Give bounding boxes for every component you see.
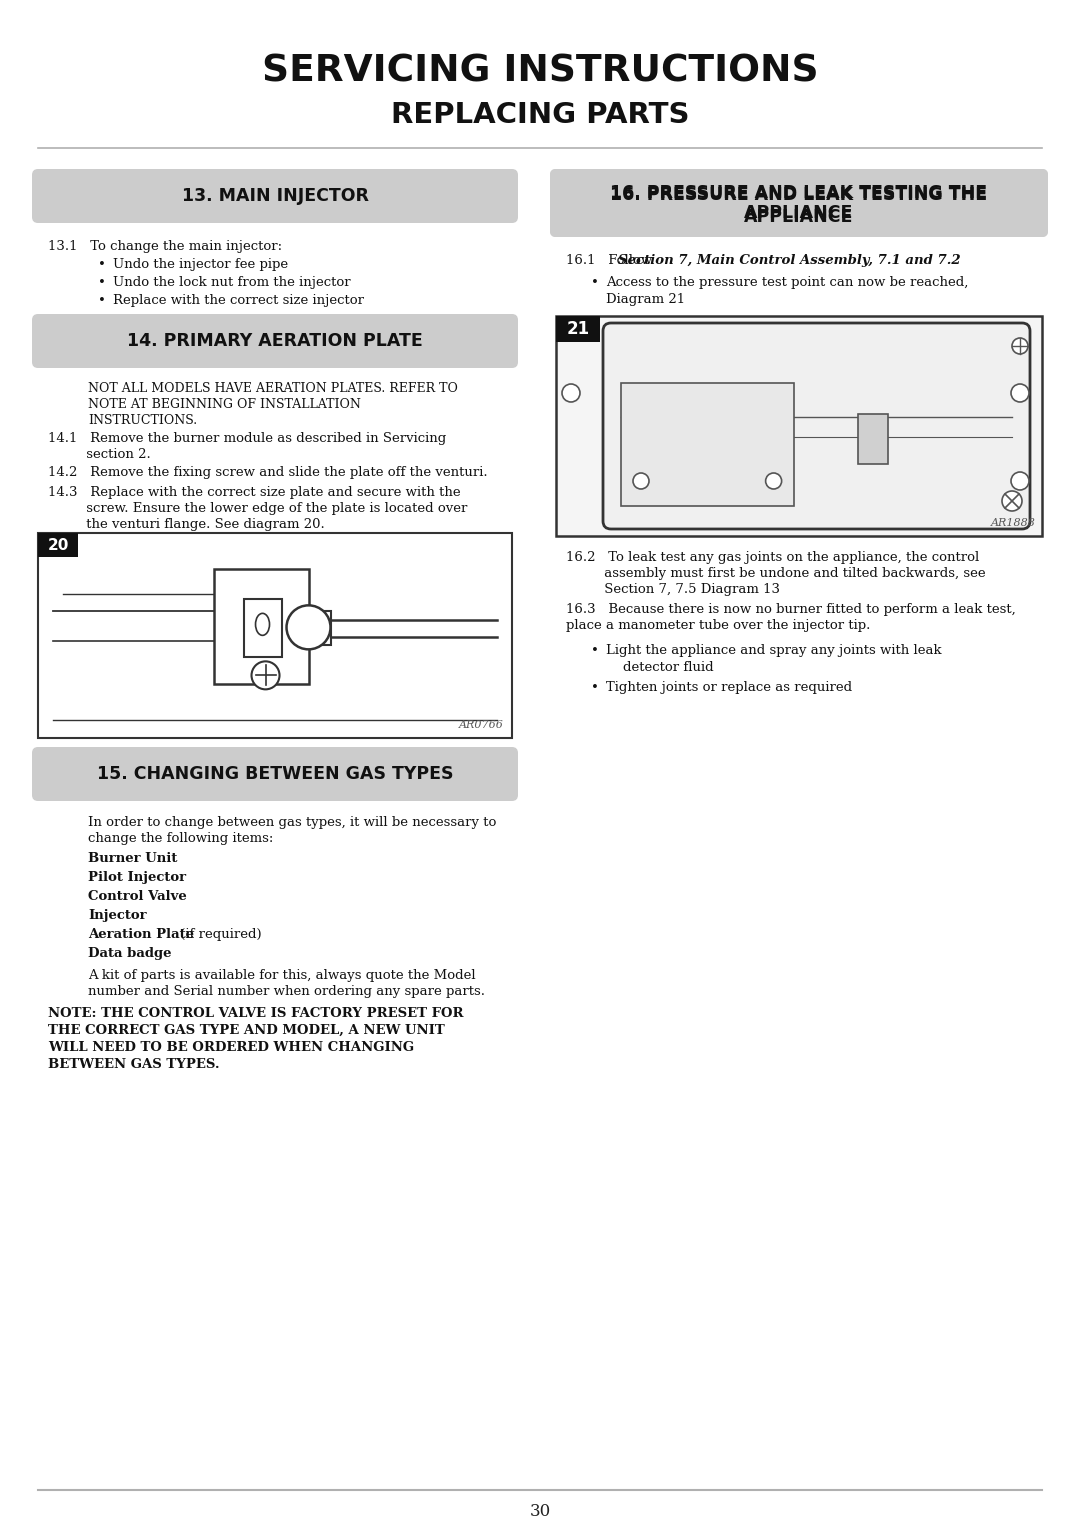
Circle shape (766, 473, 782, 489)
Text: Burner Unit: Burner Unit (87, 852, 177, 864)
Text: NOTE AT BEGINNING OF INSTALLATION: NOTE AT BEGINNING OF INSTALLATION (87, 399, 361, 411)
Text: NOT ALL MODELS HAVE AERATION PLATES. REFER TO: NOT ALL MODELS HAVE AERATION PLATES. REF… (87, 382, 458, 395)
Text: Control Valve: Control Valve (87, 890, 187, 902)
Text: 14.1   Remove the burner module as described in Servicing: 14.1 Remove the burner module as describ… (48, 432, 446, 444)
Bar (621, 382, 794, 505)
Text: section 2.: section 2. (48, 447, 151, 461)
Text: 16. PRESSURE AND LEAK TESTING THE: 16. PRESSURE AND LEAK TESTING THE (610, 186, 987, 205)
Text: SERVICING INSTRUCTIONS: SERVICING INSTRUCTIONS (261, 53, 819, 90)
Text: APPLIANCE: APPLIANCE (744, 208, 853, 226)
Text: place a manometer tube over the injector tip.: place a manometer tube over the injector… (566, 618, 870, 632)
Bar (858, 414, 888, 464)
Text: 13.1   To change the main injector:: 13.1 To change the main injector: (48, 240, 282, 253)
FancyBboxPatch shape (603, 324, 1030, 528)
Circle shape (562, 383, 580, 402)
Text: NOTE: THE CONTROL VALVE IS FACTORY PRESET FOR: NOTE: THE CONTROL VALVE IS FACTORY PRESE… (48, 1006, 463, 1020)
Text: AR1888: AR1888 (991, 518, 1036, 528)
Text: assembly must first be undone and tilted backwards, see: assembly must first be undone and tilted… (566, 567, 986, 580)
Text: WILL NEED TO BE ORDERED WHEN CHANGING: WILL NEED TO BE ORDERED WHEN CHANGING (48, 1041, 414, 1054)
Text: Tighten joints or replace as required: Tighten joints or replace as required (606, 681, 852, 693)
Ellipse shape (256, 614, 270, 635)
Text: 14.3   Replace with the correct size plate and secure with the: 14.3 Replace with the correct size plate… (48, 486, 461, 499)
Text: 30: 30 (529, 1504, 551, 1521)
FancyBboxPatch shape (32, 315, 518, 368)
Bar (309, 611, 330, 646)
Text: detector fluid: detector fluid (606, 661, 714, 673)
FancyBboxPatch shape (550, 169, 1048, 237)
Text: Data badge: Data badge (87, 947, 172, 960)
Text: 13. MAIN INJECTOR: 13. MAIN INJECTOR (181, 186, 368, 205)
Text: Injector: Injector (87, 909, 147, 922)
Text: 16. PRESSURE AND LEAK TESTING THE
APPLIANCE: 16. PRESSURE AND LEAK TESTING THE APPLIA… (610, 183, 987, 223)
Text: REPLACING PARTS: REPLACING PARTS (391, 101, 689, 128)
Circle shape (286, 605, 330, 649)
Circle shape (252, 661, 280, 689)
Circle shape (1012, 337, 1028, 354)
Circle shape (1011, 472, 1029, 490)
Text: 14. PRIMARY AERATION PLATE: 14. PRIMARY AERATION PLATE (127, 331, 423, 350)
Text: 15. CHANGING BETWEEN GAS TYPES: 15. CHANGING BETWEEN GAS TYPES (97, 765, 454, 783)
Text: Diagram 21: Diagram 21 (606, 293, 685, 305)
Circle shape (1002, 492, 1022, 512)
Text: BETWEEN GAS TYPES.: BETWEEN GAS TYPES. (48, 1058, 219, 1070)
Text: •: • (98, 258, 106, 270)
Text: Access to the pressure test point can now be reached,: Access to the pressure test point can no… (606, 276, 969, 289)
Text: Undo the lock nut from the injector: Undo the lock nut from the injector (113, 276, 351, 289)
Circle shape (633, 473, 649, 489)
Text: •: • (98, 295, 106, 307)
Circle shape (1011, 383, 1029, 402)
Text: •: • (98, 276, 106, 289)
Text: AR0766: AR0766 (459, 721, 504, 730)
Text: Light the appliance and spray any joints with leak: Light the appliance and spray any joints… (606, 644, 942, 657)
Bar (38, 533, 78, 557)
Text: •: • (591, 681, 599, 693)
Bar (243, 600, 282, 657)
Text: INSTRUCTIONS.: INSTRUCTIONS. (87, 414, 198, 428)
Text: Replace with the correct size injector: Replace with the correct size injector (113, 295, 364, 307)
FancyBboxPatch shape (32, 747, 518, 802)
Text: A kit of parts is available for this, always quote the Model: A kit of parts is available for this, al… (87, 970, 475, 982)
Text: 16.3   Because there is now no burner fitted to perform a leak test,: 16.3 Because there is now no burner fitt… (566, 603, 1016, 615)
Text: 20: 20 (48, 538, 69, 553)
FancyBboxPatch shape (32, 169, 518, 223)
Text: number and Serial number when ordering any spare parts.: number and Serial number when ordering a… (87, 985, 485, 999)
Bar (214, 570, 309, 684)
Text: Section 7, Main Control Assembly, 7.1 and 7.2: Section 7, Main Control Assembly, 7.1 an… (618, 253, 960, 267)
Text: Aeration Plate: Aeration Plate (87, 928, 194, 941)
Text: screw. Ensure the lower edge of the plate is located over: screw. Ensure the lower edge of the plat… (48, 502, 468, 515)
Text: 21: 21 (566, 321, 590, 337)
Text: (if required): (if required) (176, 928, 261, 941)
Bar (38, 533, 512, 738)
Text: •: • (591, 644, 599, 657)
Bar (556, 316, 1042, 536)
Text: 14.2   Remove the fixing screw and slide the plate off the venturi.: 14.2 Remove the fixing screw and slide t… (48, 466, 488, 479)
Text: In order to change between gas types, it will be necessary to: In order to change between gas types, it… (87, 815, 497, 829)
Text: THE CORRECT GAS TYPE AND MODEL, A NEW UNIT: THE CORRECT GAS TYPE AND MODEL, A NEW UN… (48, 1025, 445, 1037)
Text: Pilot Injector: Pilot Injector (87, 870, 186, 884)
Text: the venturi flange. See diagram 20.: the venturi flange. See diagram 20. (48, 518, 325, 531)
Bar (556, 316, 600, 342)
Text: Undo the injector fee pipe: Undo the injector fee pipe (113, 258, 288, 270)
Text: 16.2   To leak test any gas joints on the appliance, the control: 16.2 To leak test any gas joints on the … (566, 551, 980, 563)
Text: Section 7, 7.5 Diagram 13: Section 7, 7.5 Diagram 13 (566, 583, 780, 596)
FancyBboxPatch shape (550, 169, 1048, 237)
Text: •: • (591, 276, 599, 289)
Text: 16.1   Follow: 16.1 Follow (566, 253, 657, 267)
Text: change the following items:: change the following items: (87, 832, 273, 844)
